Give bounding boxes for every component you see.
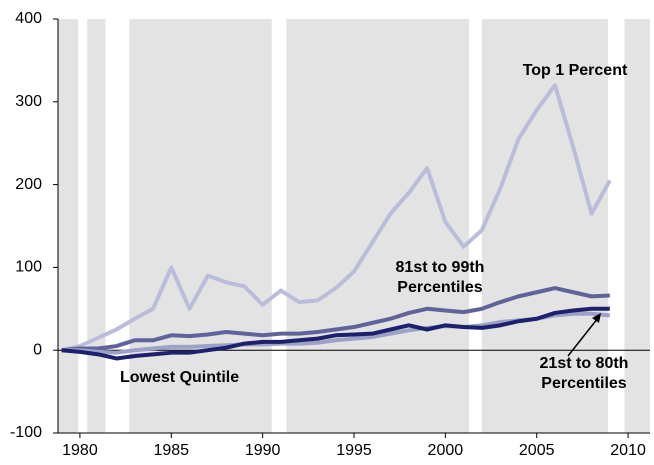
y-tick-label: -100 <box>10 424 42 441</box>
x-tick-label: 1980 <box>62 442 98 459</box>
x-tick-label: 1985 <box>153 442 189 459</box>
series-label: 81st to 99th Percentiles <box>395 259 485 296</box>
y-tick-label: 200 <box>15 176 42 193</box>
shaded-span <box>87 19 106 433</box>
x-tick-label: 1990 <box>245 442 281 459</box>
arrow-head <box>592 313 601 323</box>
y-tick-label: 0 <box>33 341 42 358</box>
x-tick-label: 2005 <box>519 442 555 459</box>
x-tick-label: 2010 <box>610 442 646 459</box>
x-tick-label: 2000 <box>428 442 464 459</box>
shaded-span <box>129 19 272 433</box>
y-tick-label: 400 <box>15 10 42 27</box>
series-line <box>61 83 612 353</box>
x-tick-label: 1995 <box>336 442 372 459</box>
y-tick-label: 100 <box>15 259 42 276</box>
arrow <box>567 317 599 357</box>
shaded-span <box>286 19 470 433</box>
series-line <box>61 306 610 361</box>
shaded-span <box>481 19 608 433</box>
series-label: 21st to 80th Percentiles <box>539 355 629 392</box>
shaded-span <box>58 19 79 433</box>
shaded-span <box>624 19 650 433</box>
series-label: Lowest Quintile <box>120 369 240 386</box>
series-line <box>61 286 610 353</box>
y-tick-label: 300 <box>15 93 42 110</box>
series-label: Top 1 Percent <box>522 62 628 79</box>
